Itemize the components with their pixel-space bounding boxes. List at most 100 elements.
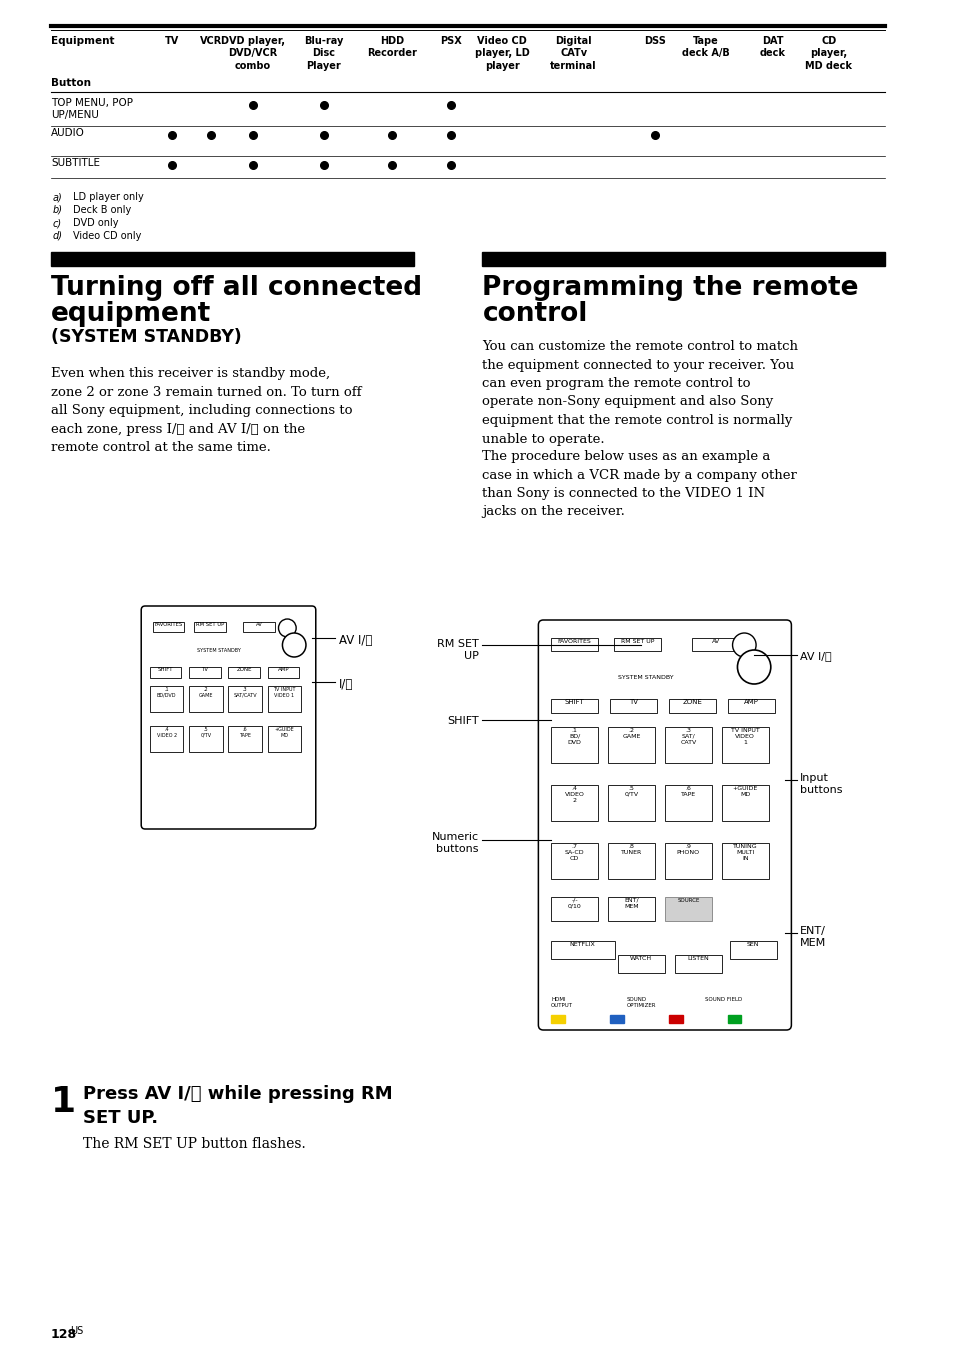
Text: .6
TAPE: .6 TAPE — [239, 727, 251, 738]
Bar — [551, 896, 598, 921]
Text: US: US — [71, 1326, 84, 1336]
Text: LD player only: LD player only — [72, 192, 143, 201]
Text: SEN: SEN — [746, 942, 759, 946]
Text: AV: AV — [711, 639, 720, 644]
Text: AMP: AMP — [743, 699, 758, 704]
Bar — [551, 941, 615, 959]
Text: Video CD
player, LD
player: Video CD player, LD player — [475, 37, 529, 70]
Circle shape — [282, 633, 306, 657]
Text: .4
VIDEO
2: .4 VIDEO 2 — [564, 786, 584, 803]
Text: TV: TV — [164, 37, 178, 46]
Text: (SYSTEM STANDBY): (SYSTEM STANDBY) — [51, 329, 241, 346]
Text: DSS: DSS — [643, 37, 665, 46]
Bar — [607, 727, 655, 763]
Text: RM SET
UP: RM SET UP — [436, 639, 478, 661]
Text: I/⏻: I/⏻ — [339, 677, 354, 691]
Text: -/-
0/10: -/- 0/10 — [567, 898, 581, 909]
Bar — [268, 667, 299, 677]
Bar — [609, 1015, 623, 1023]
Bar — [721, 844, 768, 879]
Bar — [189, 685, 222, 713]
Text: .9
PHONO: .9 PHONO — [676, 844, 700, 854]
Text: SHIFT: SHIFT — [446, 717, 478, 726]
Bar — [150, 667, 181, 677]
Text: SUBTITLE: SUBTITLE — [51, 158, 100, 168]
Bar — [618, 955, 664, 973]
Bar — [229, 685, 261, 713]
Bar — [551, 1015, 564, 1023]
Text: DAT
deck: DAT deck — [759, 37, 785, 58]
Circle shape — [737, 650, 770, 684]
Bar — [664, 896, 711, 921]
Bar — [551, 844, 598, 879]
Bar — [51, 251, 414, 266]
Bar — [664, 786, 711, 821]
Text: The procedure below uses as an example a
case in which a VCR made by a company o: The procedure below uses as an example a… — [482, 450, 797, 519]
Circle shape — [732, 633, 756, 657]
Text: .2
GAME: .2 GAME — [198, 687, 213, 698]
Text: control: control — [482, 301, 587, 327]
Text: Deck B only: Deck B only — [72, 206, 131, 215]
Bar — [229, 667, 259, 677]
Text: SOUND FIELD: SOUND FIELD — [704, 996, 741, 1002]
Text: Turning off all connected: Turning off all connected — [51, 274, 421, 301]
Text: Digital
CATv
terminal: Digital CATv terminal — [550, 37, 597, 70]
Bar — [551, 699, 598, 713]
Text: d): d) — [53, 231, 63, 241]
Text: .8
TUNER: .8 TUNER — [620, 844, 641, 854]
Text: TV INPUT
VIDEO
1: TV INPUT VIDEO 1 — [730, 727, 759, 745]
Bar — [551, 727, 598, 763]
Text: DVD only: DVD only — [72, 218, 118, 228]
Bar — [268, 726, 301, 752]
Text: AUDIO: AUDIO — [51, 128, 85, 138]
Text: .2
GAME: .2 GAME — [621, 727, 640, 738]
Text: SYSTEM STANDBY: SYSTEM STANDBY — [196, 648, 240, 653]
Text: SOUND
OPTIMIZER: SOUND OPTIMIZER — [626, 996, 656, 1007]
Bar — [150, 685, 183, 713]
Text: .5
0/TV: .5 0/TV — [624, 786, 638, 796]
Text: .5
0/TV: .5 0/TV — [200, 727, 212, 738]
Text: Press AV I/⏻ while pressing RM
SET UP.: Press AV I/⏻ while pressing RM SET UP. — [83, 1086, 393, 1128]
Text: SHIFT: SHIFT — [564, 699, 584, 704]
Text: c): c) — [53, 218, 62, 228]
Text: TV: TV — [201, 667, 209, 672]
Bar — [721, 727, 768, 763]
Text: .1
BD/
DVD: .1 BD/ DVD — [567, 727, 581, 745]
FancyBboxPatch shape — [537, 621, 791, 1030]
Bar — [607, 844, 655, 879]
Text: ZONE: ZONE — [681, 699, 701, 704]
Circle shape — [278, 619, 295, 637]
Text: Equipment: Equipment — [51, 37, 114, 46]
Bar — [243, 622, 274, 631]
Text: SHIFT: SHIFT — [158, 667, 173, 672]
Text: Programming the remote: Programming the remote — [482, 274, 858, 301]
Text: AV I/⏻: AV I/⏻ — [339, 634, 373, 648]
Bar — [607, 786, 655, 821]
Bar — [668, 699, 715, 713]
Text: .1
BD/DVD: .1 BD/DVD — [157, 687, 176, 698]
Text: AV: AV — [255, 622, 262, 627]
Bar — [721, 786, 768, 821]
Text: equipment: equipment — [51, 301, 211, 327]
Bar — [674, 955, 721, 973]
Text: CD
player,
MD deck: CD player, MD deck — [804, 37, 851, 70]
Text: RM SET UP: RM SET UP — [195, 622, 224, 627]
Text: TV INPUT
VIDEO 1: TV INPUT VIDEO 1 — [273, 687, 295, 698]
Text: FAVORITES: FAVORITES — [154, 622, 183, 627]
Text: SOURCE: SOURCE — [677, 898, 699, 903]
Text: .3
SAT/CATV: .3 SAT/CATV — [233, 687, 256, 698]
Text: +GUIDE
MD: +GUIDE MD — [732, 786, 757, 796]
Text: NETFLIX: NETFLIX — [569, 942, 595, 946]
Text: TUNING
MULTI
IN: TUNING MULTI IN — [732, 844, 757, 861]
Text: .6
TAPE: .6 TAPE — [680, 786, 696, 796]
Bar — [664, 727, 711, 763]
Bar — [229, 726, 261, 752]
Text: PSX: PSX — [439, 37, 461, 46]
Text: TV: TV — [628, 699, 638, 704]
Text: AV I/⏻: AV I/⏻ — [800, 652, 831, 661]
Bar — [152, 622, 184, 631]
Bar — [189, 667, 220, 677]
FancyBboxPatch shape — [141, 606, 315, 829]
Text: You can customize the remote control to match
the equipment connected to your re: You can customize the remote control to … — [482, 339, 798, 446]
Text: Input
buttons: Input buttons — [800, 773, 841, 795]
